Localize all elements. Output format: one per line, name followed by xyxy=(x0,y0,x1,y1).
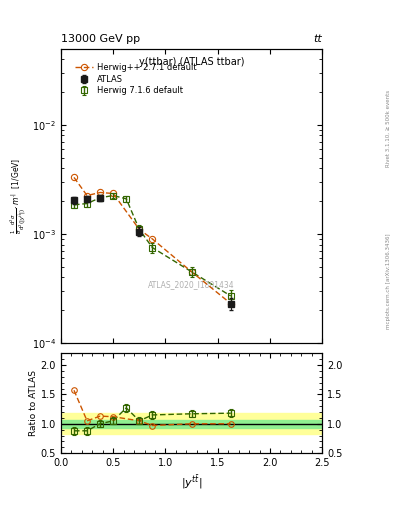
Herwig++ 2.7.1 default xyxy=(98,189,103,196)
Text: 13000 GeV pp: 13000 GeV pp xyxy=(61,33,140,44)
Herwig++ 2.7.1 default xyxy=(85,193,90,199)
Herwig++ 2.7.1 default xyxy=(137,226,142,232)
Text: y(ttbar) (ATLAS ttbar): y(ttbar) (ATLAS ttbar) xyxy=(139,57,244,68)
Herwig++ 2.7.1 default xyxy=(150,236,155,242)
Text: ATLAS_2020_I1801434: ATLAS_2020_I1801434 xyxy=(148,280,235,289)
Y-axis label: $\frac{1}{\sigma}\frac{\mathrm{d}^2\sigma}{\mathrm{d}^2(|y^{t\bar{t}}|)}$$\cdot\: $\frac{1}{\sigma}\frac{\mathrm{d}^2\sigm… xyxy=(9,158,29,234)
Bar xyxy=(61,420,322,428)
Text: tt: tt xyxy=(314,33,322,44)
Text: Rivet 3.1.10, ≥ 500k events: Rivet 3.1.10, ≥ 500k events xyxy=(386,90,391,166)
Legend: Herwig++ 2.7.1 default, ATLAS, Herwig 7.1.6 default: Herwig++ 2.7.1 default, ATLAS, Herwig 7.… xyxy=(73,61,198,97)
Y-axis label: Ratio to ATLAS: Ratio to ATLAS xyxy=(29,370,38,436)
X-axis label: $|y^{t\bar{t}}|$: $|y^{t\bar{t}}|$ xyxy=(181,474,202,491)
Bar xyxy=(61,413,322,434)
Herwig++ 2.7.1 default xyxy=(111,190,116,197)
Herwig++ 2.7.1 default xyxy=(189,269,194,275)
Text: mcplots.cern.ch [arXiv:1306.3436]: mcplots.cern.ch [arXiv:1306.3436] xyxy=(386,234,391,329)
Herwig++ 2.7.1 default xyxy=(228,301,233,307)
Herwig++ 2.7.1 default xyxy=(72,174,76,180)
Line: Herwig++ 2.7.1 default: Herwig++ 2.7.1 default xyxy=(71,174,234,307)
